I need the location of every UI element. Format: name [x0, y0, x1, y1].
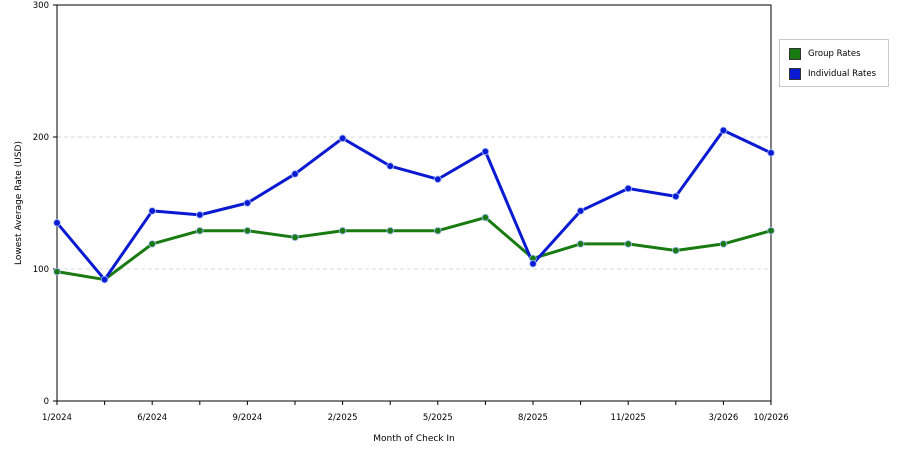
- x-tick-label: 10/2026: [753, 413, 788, 423]
- data-point-individual-rates: [386, 162, 394, 170]
- x-tick-label: 8/2025: [518, 413, 548, 423]
- data-point-group-rates: [576, 240, 585, 248]
- series-line-group-rates: [56, 216, 772, 282]
- data-point-individual-rates: [243, 199, 252, 207]
- x-tick-label: 11/2025: [611, 413, 646, 423]
- data-point-individual-rates: [767, 149, 775, 157]
- data-point-group-rates: [719, 240, 728, 248]
- data-point-group-rates: [386, 227, 394, 235]
- data-point-group-rates: [291, 233, 299, 242]
- axes: [53, 4, 772, 405]
- data-point-individual-rates: [624, 184, 632, 193]
- data-point-individual-rates: [434, 175, 442, 183]
- legend-swatch-group-rates: [789, 48, 801, 60]
- legend-swatch-individual-rates: [789, 68, 801, 80]
- legend-item-group-rates: Group Rates: [789, 47, 861, 61]
- y-tick-label: 300: [33, 1, 49, 11]
- data-point-individual-rates: [481, 147, 490, 156]
- data-points: [53, 126, 775, 284]
- legend-item-individual-rates: Individual Rates: [789, 67, 876, 81]
- data-point-group-rates: [481, 213, 490, 222]
- legend-label-individual-rates: Individual Rates: [808, 69, 877, 79]
- y-tick-label: 100: [33, 265, 49, 275]
- data-point-individual-rates: [672, 192, 680, 201]
- data-point-group-rates: [624, 240, 632, 248]
- data-point-group-rates: [243, 227, 252, 235]
- data-point-group-rates: [434, 227, 442, 235]
- data-point-individual-rates: [291, 170, 299, 178]
- data-point-individual-rates: [719, 126, 728, 135]
- data-point-individual-rates: [576, 207, 585, 215]
- x-tick-label: 1/2024: [42, 413, 72, 423]
- x-axis-title: Month of Check In: [373, 434, 455, 444]
- data-point-individual-rates: [100, 275, 109, 284]
- data-point-group-rates: [672, 246, 680, 255]
- data-point-group-rates: [53, 267, 61, 276]
- data-point-group-rates: [338, 227, 347, 235]
- y-axis-title: Lowest Average Rate (USD): [14, 141, 24, 265]
- data-point-individual-rates: [148, 207, 156, 215]
- plot-frame: [56, 4, 772, 402]
- x-tick-label: 3/2026: [708, 413, 738, 423]
- data-point-individual-rates: [196, 211, 204, 219]
- gridlines: [57, 136, 771, 270]
- y-tick-label: 0: [44, 397, 49, 407]
- x-tick-label: 5/2025: [423, 413, 453, 423]
- data-point-group-rates: [196, 227, 204, 235]
- x-tick-label: 9/2024: [232, 413, 262, 423]
- data-point-individual-rates: [529, 260, 537, 268]
- y-tick-label: 200: [33, 133, 49, 143]
- data-point-individual-rates: [338, 134, 347, 143]
- series-line-individual-rates: [55, 128, 772, 282]
- data-point-group-rates: [767, 227, 775, 235]
- x-tick-label: 6/2024: [137, 413, 167, 423]
- series-lines: [55, 128, 772, 282]
- data-point-group-rates: [148, 240, 156, 248]
- tick-labels: 0 100 200 300 1/2024 6/2024 9/2024 2/2025 5/2025…: [33, 1, 789, 423]
- legend: Group Rates Individual Rates: [779, 39, 889, 87]
- legend-label-group-rates: Group Rates: [808, 49, 861, 59]
- data-point-individual-rates: [53, 219, 61, 227]
- x-tick-label: 2/2025: [328, 413, 358, 423]
